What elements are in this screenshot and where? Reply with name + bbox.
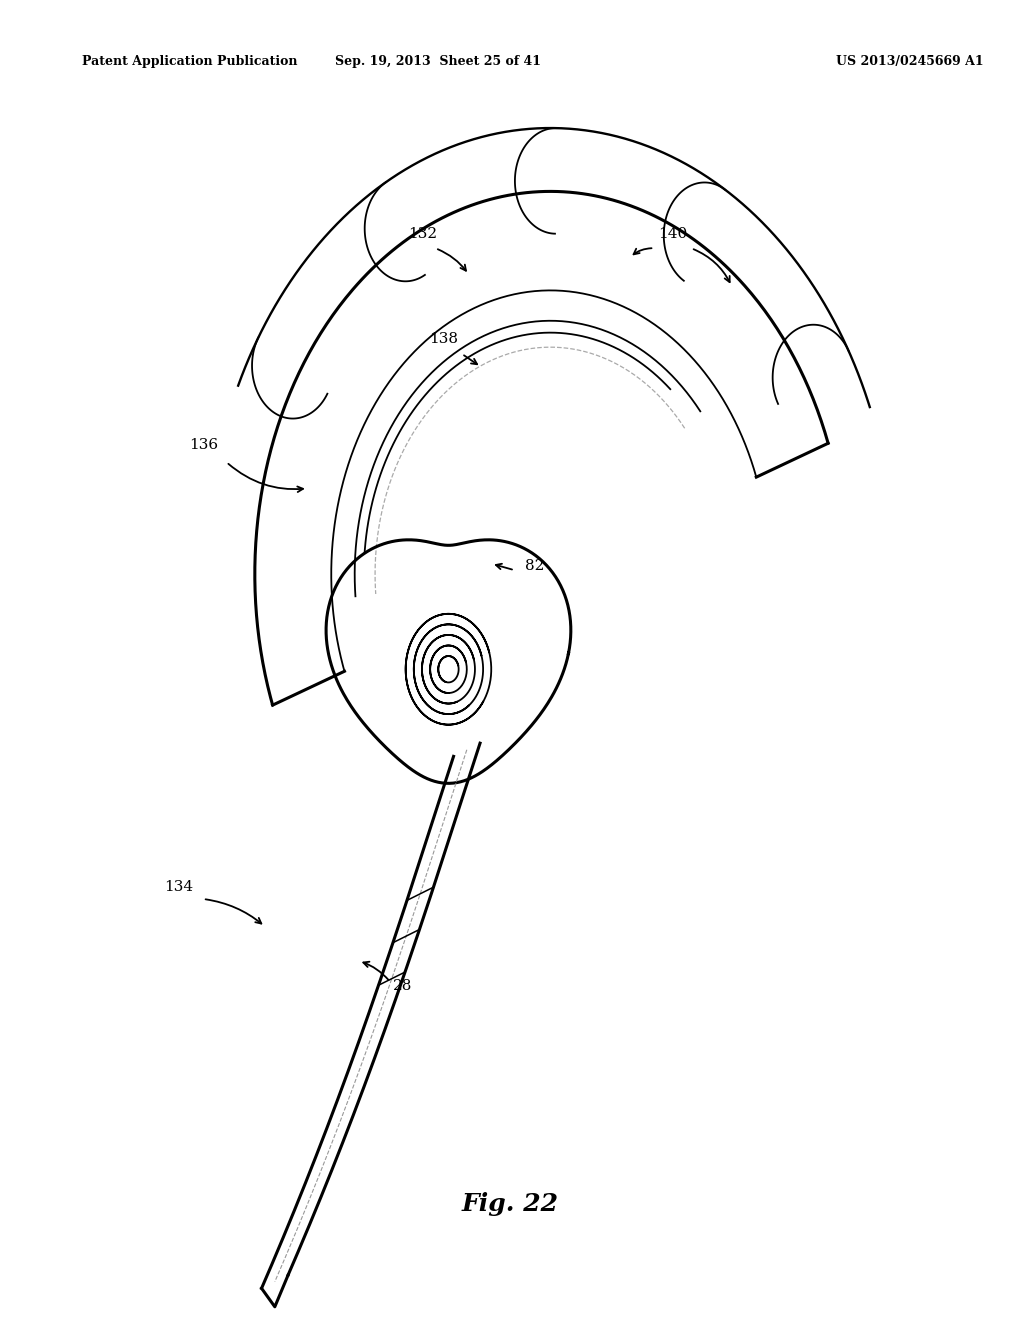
Text: 28: 28: [393, 979, 413, 993]
Text: 138: 138: [429, 333, 458, 346]
Text: US 2013/0245669 A1: US 2013/0245669 A1: [836, 55, 983, 69]
Text: 82: 82: [525, 560, 545, 573]
Text: 134: 134: [164, 880, 193, 894]
Text: 140: 140: [658, 227, 687, 240]
Text: Sep. 19, 2013  Sheet 25 of 41: Sep. 19, 2013 Sheet 25 of 41: [335, 55, 542, 69]
Text: 136: 136: [189, 438, 218, 451]
Text: 132: 132: [409, 227, 437, 240]
Text: Patent Application Publication: Patent Application Publication: [82, 55, 297, 69]
Text: Fig. 22: Fig. 22: [461, 1192, 558, 1216]
